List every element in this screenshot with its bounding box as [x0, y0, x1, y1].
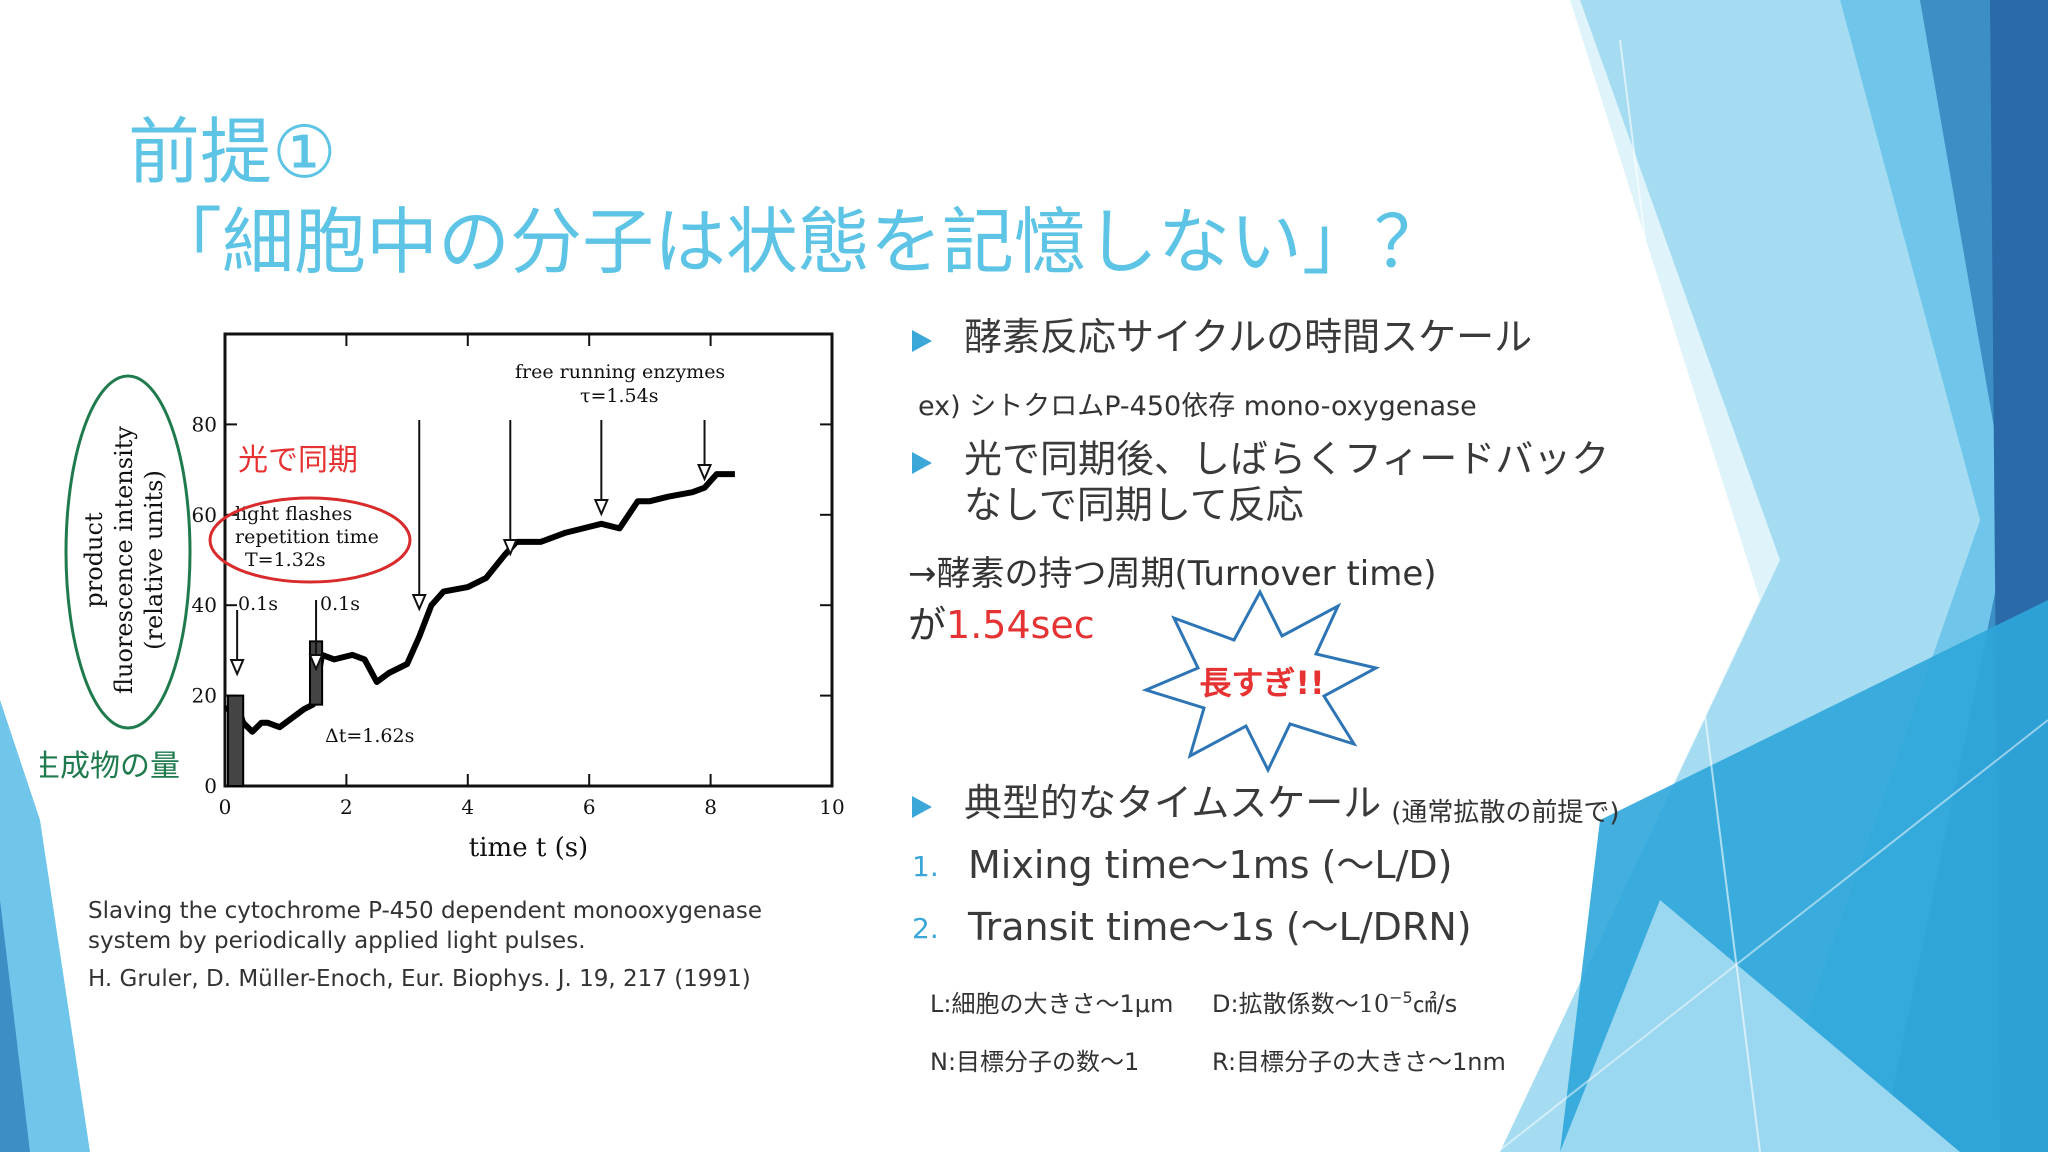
annotation-delta-t: Δt=1.62s — [325, 725, 414, 747]
product-highlight-ellipse — [64, 374, 192, 730]
bullet-1-text: 酵素反応サイクルの時間スケール — [964, 315, 1533, 359]
annotation-light-flashes: light flashes — [235, 503, 352, 525]
definition-D: D:拡散係数～10−5㎠/s — [1212, 984, 1457, 1019]
x-tick-label: 0 — [219, 795, 232, 819]
definition-L: L:細胞の大きさ～1μm — [930, 990, 1174, 1018]
annotation-pulse1: 0.1s — [238, 593, 278, 615]
fluorescence-chart: 0 2 4 6 8 10 0 20 40 60 80 time t (s) product fluores… — [40, 332, 845, 863]
turnover-value-line: が1.54sec — [908, 594, 1095, 649]
annotation-pulse2: 0.1s — [320, 593, 360, 615]
definition-D-suffix: ㎠/s — [1412, 990, 1458, 1018]
caption-line2: system by periodically applied light pul… — [88, 928, 586, 954]
y-tick-label: 20 — [192, 684, 217, 708]
definition-D-exponent: −5 — [1389, 988, 1413, 1007]
caption-line1: Slaving the cytochrome P-450 dependent m… — [88, 898, 762, 924]
too-long-burst: 長すぎ!! — [1141, 588, 1380, 774]
annotation-tau: τ=1.54s — [580, 385, 659, 407]
numbered-item-2: 2. Transit time～1s (～L/DRN) — [912, 904, 1472, 950]
burst-text: 長すぎ!! — [1199, 664, 1324, 702]
numbered-item-1-text: Mixing time～1ms (～L/D) — [968, 843, 1453, 887]
bullet-arrow-icon — [912, 452, 932, 474]
x-tick-label: 4 — [461, 795, 474, 819]
arrow-head — [308, 654, 324, 672]
numbered-item-1: 1. Mixing time～1ms (～L/D) — [912, 842, 1452, 888]
numbered-item-2-text: Transit time～1s (～L/DRN) — [968, 905, 1472, 949]
bullet-1: 酵素反応サイクルの時間スケール — [912, 314, 1532, 360]
caption-line3: H. Gruler, D. Müller-Enoch, Eur. Biophys… — [88, 966, 751, 992]
x-tick-label: 6 — [583, 795, 596, 819]
light-pulse-bar — [227, 694, 245, 788]
x-tick-label: 10 — [819, 795, 844, 819]
x-tick-label: 2 — [340, 795, 353, 819]
definition-R: R:目標分子の大きさ～1nm — [1212, 1048, 1506, 1076]
numbered-item-2-index: 2. — [912, 912, 939, 945]
x-tick-label: 8 — [704, 795, 717, 819]
definition-D-base: 10 — [1358, 990, 1390, 1018]
sync-label: 光で同期 — [238, 443, 358, 478]
page-title-line1: 前提① — [128, 110, 337, 194]
turnover-line: →酵素の持つ周期(Turnover time) — [908, 554, 1437, 594]
definition-N: N:目標分子の数～1 — [930, 1048, 1140, 1076]
annotation-free-running: free running enzymes — [515, 361, 725, 383]
annotation-repetition: repetition time — [235, 526, 379, 548]
bullet-arrow-icon — [912, 330, 932, 352]
bullet-2: 光で同期後、しばらくフィードバック なしで同期して反応 — [912, 436, 1609, 528]
bullet-3-text: 典型的なタイムスケール — [964, 781, 1382, 825]
bullet-2-text-line1: 光で同期後、しばらくフィードバック — [964, 437, 1610, 481]
arrow-head — [229, 659, 245, 677]
arrow-head — [697, 464, 713, 482]
x-axis-label: time t (s) — [469, 833, 588, 863]
y-axis-label-line: product — [80, 512, 108, 608]
data-line — [223, 471, 735, 735]
bullet-2-text-line2: なしで同期して反応 — [964, 483, 1304, 527]
sync-highlight-ellipse — [208, 496, 412, 584]
ga-text: が — [908, 603, 947, 647]
page-title-line2: 「細胞中の分子は状態を記憶しない」？ — [150, 200, 1447, 284]
plot-frame — [223, 332, 834, 788]
bullet-arrow-icon — [912, 796, 932, 818]
y-tick-label: 60 — [192, 503, 217, 527]
y-tick-label: 40 — [192, 593, 217, 617]
bullet-3-note: (通常拡散の前提で) — [1391, 798, 1620, 828]
example-text: ex) シトクロムP-450依存 mono-oxygenase — [918, 391, 1477, 422]
bullet-3: 典型的なタイムスケール (通常拡散の前提で) — [912, 780, 1620, 829]
y-axis-label-line: fluorescence intensity — [110, 426, 138, 694]
arrow-head — [411, 594, 427, 612]
y-axis-label-line: (relative units) — [140, 470, 168, 650]
turnover-value: 1.54sec — [946, 603, 1095, 647]
annotation-period: T=1.32s — [245, 549, 326, 571]
y-tick-label: 80 — [192, 412, 217, 436]
arrow-head — [502, 539, 518, 557]
product-label: 生成物の量 — [40, 749, 180, 784]
arrow-head — [593, 499, 609, 517]
numbered-item-1-index: 1. — [912, 850, 939, 883]
y-tick-label: 0 — [204, 774, 217, 798]
definition-D-prefix: D:拡散係数～ — [1212, 990, 1359, 1018]
